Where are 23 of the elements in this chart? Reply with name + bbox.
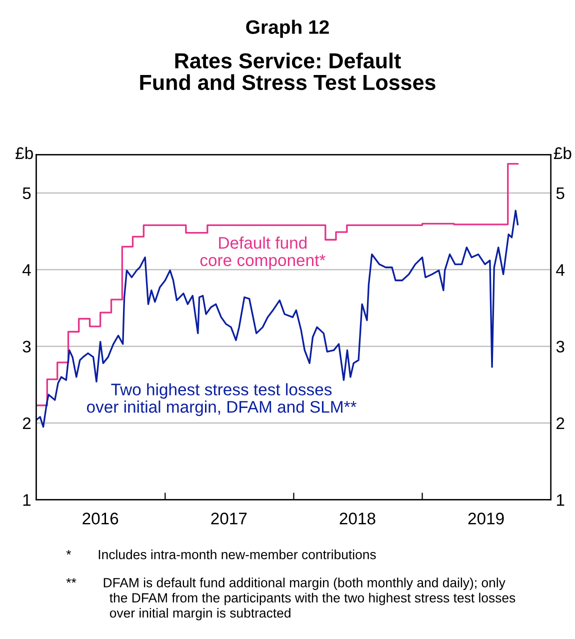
y2-tick-label: 2 [556,417,564,430]
text: * Includes intra-month new-member contributions [66,550,376,560]
y-axis-title: £b [16,146,33,160]
y2-tick-label: 5 [556,188,564,200]
x-tick-label: 2017 [211,512,247,524]
x-tick-label: 2016 [82,512,118,524]
y-tick-label: 3 [22,340,31,353]
y-tick-label: 2 [22,417,31,430]
chart-subtitle: Rates Service: Default Fund and Stress Test Losses [140,52,436,90]
x-tick-label: 2019 [468,512,504,524]
line-series [36,210,519,428]
x-tick-label: 2018 [340,512,376,524]
y-tick-label: 5 [22,188,31,200]
y2-tick-label: 3 [556,340,564,353]
text: ** DFAM is default fund additional margin (both monthly and daily); only the DFAM from the participants with the two highest stress test losses over initial margin is subtracted [66,578,516,620]
chart-title: Graph 12 [246,20,329,38]
y2-axis-title: £b [554,146,572,160]
series-label: Default fund core component* [200,236,326,270]
y2-tick-label: 4 [556,264,564,276]
y-tick-label: 1 [23,494,31,506]
y-tick-label: 4 [22,264,31,276]
y2-tick-label: 1 [556,494,564,506]
series-label: Two highest stress test losses over initial margin, DFAM and SLM** [86,383,356,416]
